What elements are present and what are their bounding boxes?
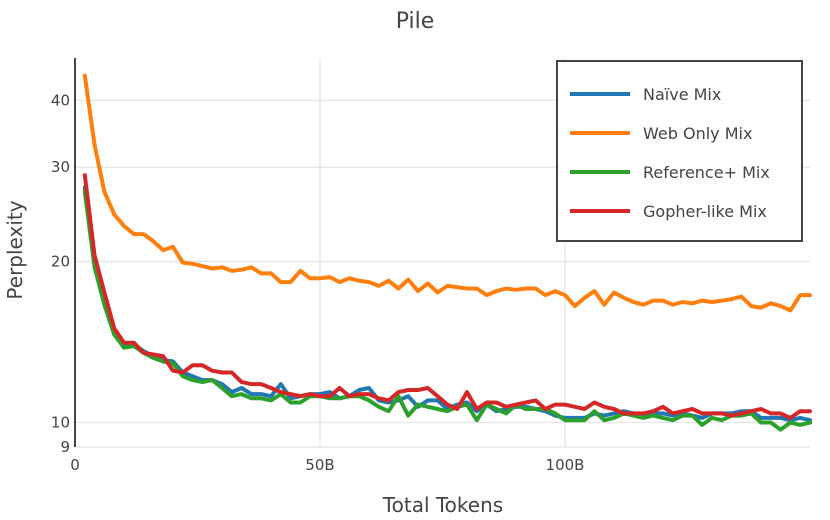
y-tick-label: 20 [51, 252, 70, 270]
legend-label-web-only-mix: Web Only Mix [643, 124, 752, 143]
x-tick-labels: 0 50B 100B [70, 456, 584, 474]
chart-title: Pile [396, 9, 435, 34]
series-lines [82, 73, 812, 432]
y-tick-labels: 9 10 20 30 40 [51, 91, 70, 456]
y-tick-label: 40 [51, 91, 70, 109]
y-tick-label: 9 [60, 438, 70, 456]
y-tick-label: 10 [51, 414, 70, 432]
legend-label-na-ve-mix: Naïve Mix [643, 85, 721, 104]
y-tick-label: 30 [51, 158, 70, 176]
x-axis-title: Total Tokens [382, 493, 503, 517]
series-line-web-only-mix [82, 73, 812, 313]
legend-label-gopher-like-mix: Gopher-like Mix [643, 202, 767, 221]
legend-label-reference-mix: Reference+ Mix [643, 163, 770, 182]
series-line-gopher-like-mix [82, 173, 812, 420]
legend: Naïve Mix Web Only Mix Reference+ Mix Gophe… [556, 60, 803, 242]
x-tick-label: 100B [546, 456, 585, 474]
x-tick-label: 50B [305, 456, 334, 474]
x-tick-label: 0 [70, 456, 80, 474]
series-line-reference-mix [82, 189, 812, 432]
y-axis-title: Perplexity [3, 200, 27, 299]
grid [75, 58, 810, 448]
